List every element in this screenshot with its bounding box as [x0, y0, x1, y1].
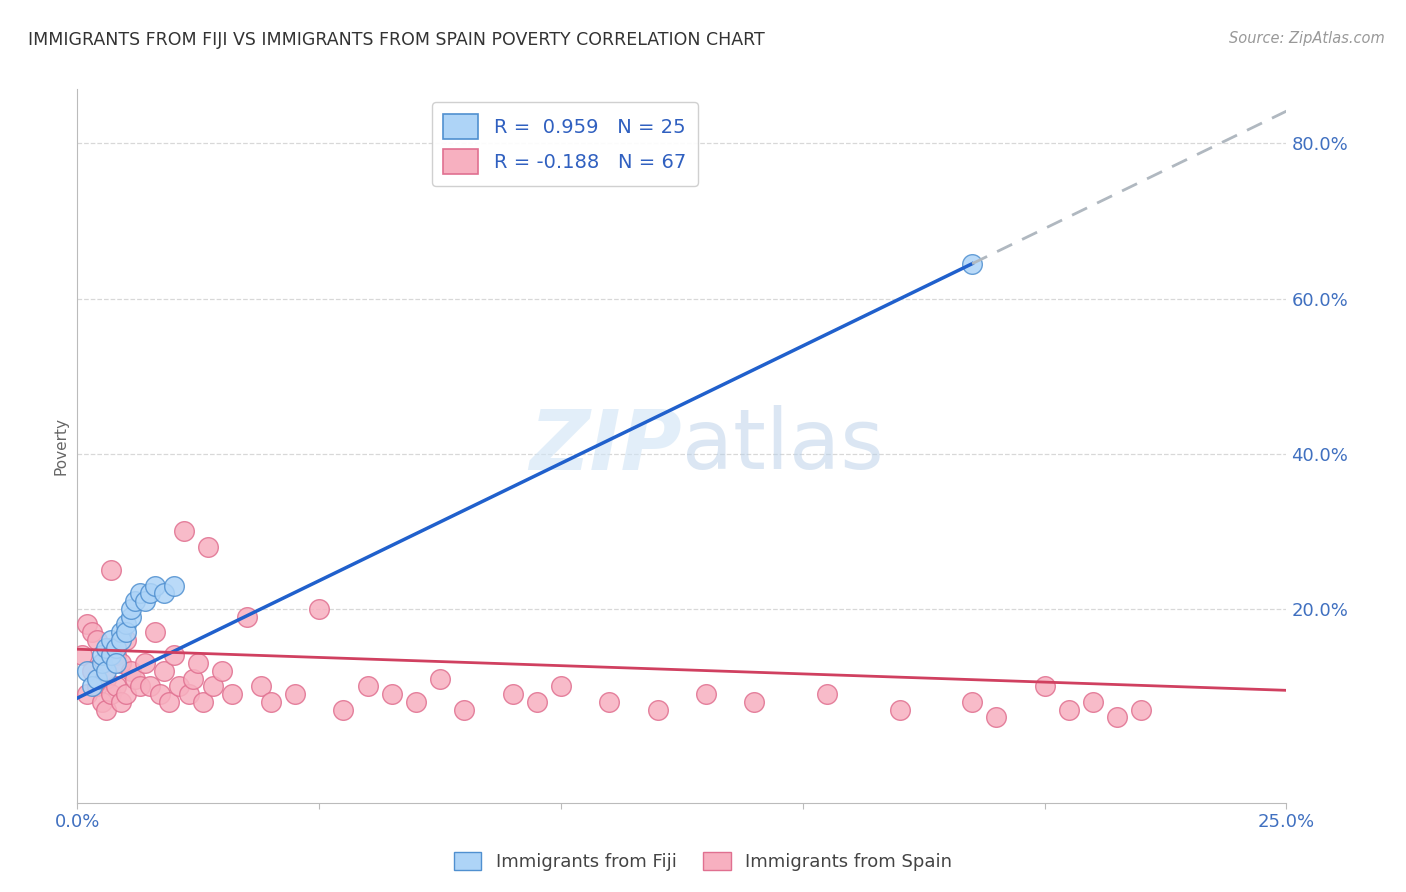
Point: [163, 579, 186, 593]
Point: [526, 695, 548, 709]
Point: [120, 664, 142, 678]
Point: [550, 680, 572, 694]
Point: [153, 664, 176, 678]
Point: [114, 625, 136, 640]
Point: [1033, 680, 1056, 694]
Point: [100, 563, 122, 577]
Point: [167, 680, 190, 694]
Point: [114, 687, 136, 701]
Point: [100, 687, 122, 701]
Point: [647, 703, 669, 717]
Point: [163, 648, 186, 663]
Text: ZIP: ZIP: [529, 406, 682, 486]
Point: [90, 656, 112, 670]
Point: [187, 656, 209, 670]
Point: [96, 640, 118, 655]
Point: [235, 609, 257, 624]
Point: [157, 695, 180, 709]
Point: [134, 656, 156, 670]
Point: [80, 625, 103, 640]
Point: [110, 695, 132, 709]
Point: [76, 617, 98, 632]
Point: [284, 687, 307, 701]
Point: [332, 703, 354, 717]
Point: [120, 609, 142, 624]
Point: [114, 617, 136, 632]
Point: [143, 579, 166, 593]
Y-axis label: Poverty: Poverty: [53, 417, 69, 475]
Point: [124, 594, 146, 608]
Point: [148, 687, 170, 701]
Point: [250, 680, 273, 694]
Text: IMMIGRANTS FROM FIJI VS IMMIGRANTS FROM SPAIN POVERTY CORRELATION CHART: IMMIGRANTS FROM FIJI VS IMMIGRANTS FROM …: [28, 31, 765, 49]
Point: [695, 687, 717, 701]
Point: [197, 540, 219, 554]
Point: [211, 664, 233, 678]
Point: [114, 632, 136, 647]
Point: [105, 640, 128, 655]
Point: [598, 695, 620, 709]
Point: [1130, 703, 1153, 717]
Point: [986, 710, 1008, 724]
Point: [453, 703, 475, 717]
Text: Source: ZipAtlas.com: Source: ZipAtlas.com: [1229, 31, 1385, 46]
Point: [143, 625, 166, 640]
Point: [80, 664, 103, 678]
Point: [80, 680, 103, 694]
Point: [110, 656, 132, 670]
Point: [100, 648, 122, 663]
Point: [76, 664, 98, 678]
Point: [815, 687, 838, 701]
Point: [134, 594, 156, 608]
Point: [153, 586, 176, 600]
Legend: Immigrants from Fiji, Immigrants from Spain: Immigrants from Fiji, Immigrants from Sp…: [447, 845, 959, 879]
Point: [90, 695, 112, 709]
Text: atlas: atlas: [682, 406, 883, 486]
Point: [139, 586, 162, 600]
Point: [110, 632, 132, 647]
Point: [76, 687, 98, 701]
Point: [381, 687, 404, 701]
Point: [429, 672, 451, 686]
Point: [502, 687, 524, 701]
Point: [1057, 703, 1080, 717]
Point: [100, 640, 122, 655]
Point: [129, 680, 152, 694]
Point: [221, 687, 243, 701]
Point: [86, 632, 108, 647]
Point: [183, 672, 205, 686]
Point: [191, 695, 214, 709]
Point: [86, 680, 108, 694]
Legend: R =  0.959   N = 25, R = -0.188   N = 67: R = 0.959 N = 25, R = -0.188 N = 67: [432, 103, 697, 186]
Point: [1081, 695, 1104, 709]
Point: [201, 680, 224, 694]
Point: [260, 695, 283, 709]
Point: [405, 695, 427, 709]
Point: [308, 602, 330, 616]
Point: [173, 524, 195, 539]
Point: [105, 656, 128, 670]
Point: [129, 586, 152, 600]
Point: [110, 625, 132, 640]
Point: [139, 680, 162, 694]
Point: [90, 648, 112, 663]
Point: [90, 656, 112, 670]
Point: [744, 695, 766, 709]
Point: [889, 703, 911, 717]
Point: [960, 695, 983, 709]
Point: [86, 672, 108, 686]
Point: [124, 672, 146, 686]
Point: [120, 602, 142, 616]
Point: [105, 648, 128, 663]
Point: [100, 632, 122, 647]
Point: [1107, 710, 1129, 724]
Point: [96, 672, 118, 686]
Point: [105, 680, 128, 694]
Point: [960, 257, 983, 271]
Point: [356, 680, 378, 694]
Point: [177, 687, 200, 701]
Point: [70, 648, 93, 663]
Point: [96, 664, 118, 678]
Point: [96, 703, 118, 717]
